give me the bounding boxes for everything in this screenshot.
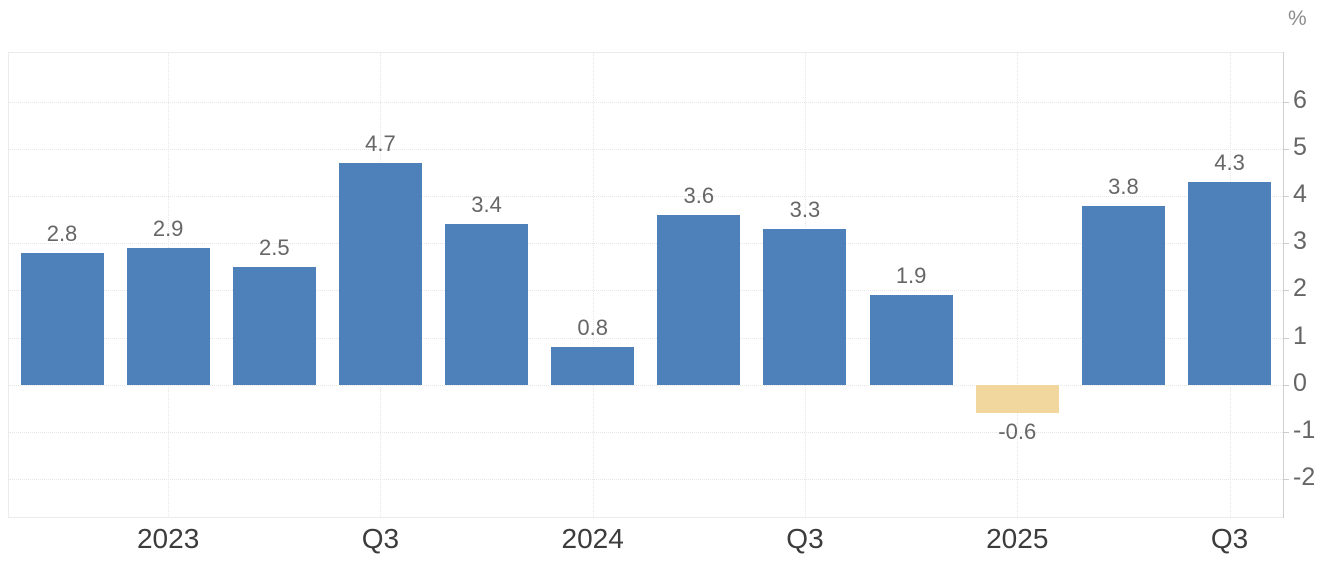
horizontal-gridline: [9, 478, 1283, 480]
bar-7[interactable]: [657, 215, 741, 385]
bar-9[interactable]: [869, 295, 953, 385]
bar-12[interactable]: [1188, 182, 1272, 385]
bar-value-label: 2.9: [152, 216, 184, 241]
x-axis-tick-label: 2024: [561, 523, 624, 554]
y-axis-tick: [1283, 196, 1289, 198]
horizontal-gridline: [9, 243, 1283, 245]
y-axis-tick-label: 3: [1293, 227, 1307, 256]
bar-1[interactable]: [20, 252, 104, 385]
x-axis-tick-label: 2023: [136, 523, 200, 554]
y-axis-tick: [1283, 290, 1289, 292]
horizontal-gridline: [9, 196, 1283, 198]
bar-value-label: 3.4: [471, 192, 502, 218]
bar-10[interactable]: [975, 384, 1059, 413]
bar-value-label: 3.3: [789, 197, 821, 223]
y-axis-unit-label: %: [1288, 7, 1307, 30]
y-axis-tick: [1283, 149, 1289, 151]
x-axis-tick-label: 2025: [986, 523, 1049, 554]
bar-value-label: 2.5: [258, 234, 290, 260]
bar-value-label: -0.6: [998, 418, 1037, 444]
bar-4[interactable]: [338, 163, 422, 385]
bar-value-label: 3.6: [683, 183, 715, 209]
bar-value-label: 4.7: [365, 131, 396, 157]
bar-2[interactable]: [126, 248, 210, 385]
bar-value-label: 0.8: [577, 314, 608, 340]
bar-value-label: 3.8: [1108, 173, 1139, 199]
vertical-gridline: [1017, 53, 1019, 518]
bar-6[interactable]: [551, 346, 635, 385]
y-axis-tick-label: -2: [1293, 462, 1316, 491]
y-axis-tick-label: 0: [1293, 368, 1307, 397]
x-axis-tick-label: Q3: [361, 523, 400, 554]
y-axis-tick: [1283, 478, 1289, 480]
bar-11[interactable]: [1081, 205, 1165, 385]
y-axis-tick: [1283, 101, 1289, 103]
y-axis-tick-label: 5: [1293, 133, 1307, 162]
horizontal-gridline: [9, 149, 1283, 151]
horizontal-gridline: [9, 431, 1283, 433]
y-axis-tick: [1283, 431, 1289, 433]
y-axis-line: [1283, 52, 1284, 518]
bar-5[interactable]: [445, 224, 529, 385]
x-axis-tick-label: Q3: [786, 523, 824, 554]
bar-3[interactable]: [232, 266, 316, 385]
horizontal-gridline: [9, 101, 1283, 103]
y-axis-tick-label: 1: [1293, 321, 1307, 350]
y-axis-tick-label: 6: [1293, 85, 1307, 114]
y-axis-tick: [1283, 337, 1289, 339]
bar-value-label: 2.8: [46, 220, 78, 246]
bar-value-label: 4.3: [1214, 150, 1245, 176]
horizontal-gridline: [9, 384, 1283, 386]
plot-area-frame: [8, 52, 1283, 518]
x-axis-tick-label: Q3: [1210, 523, 1249, 554]
y-axis-tick-label: 2: [1293, 274, 1307, 303]
y-axis-tick: [1283, 243, 1289, 245]
bar-8[interactable]: [763, 229, 847, 385]
y-axis-tick-label: 4: [1293, 180, 1307, 209]
vertical-gridline: [592, 53, 594, 518]
bar-value-label: 1.9: [895, 263, 927, 289]
horizontal-gridline: [9, 337, 1283, 339]
horizontal-gridline: [9, 290, 1283, 292]
y-axis-tick-label: -1: [1293, 415, 1316, 444]
y-axis-tick: [1283, 384, 1289, 386]
